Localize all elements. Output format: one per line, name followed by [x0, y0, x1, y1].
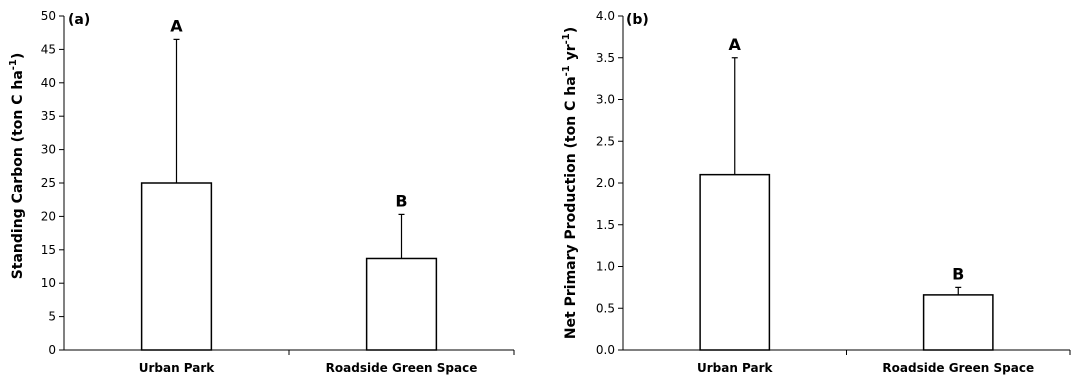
- y-tick-label-b: 2.5: [596, 134, 615, 148]
- y-tick-label-a: 25: [41, 176, 56, 190]
- bar-b: [699, 173, 771, 351]
- y-tick-label-a: 35: [41, 109, 56, 123]
- y-tick-label-a: 10: [41, 276, 56, 290]
- chart-a-svg: (a) Standing Carbon (ton C ha-1) 0 5 10 15 2…: [8, 9, 515, 375]
- y-tick-label-a: 50: [41, 9, 56, 23]
- panel-label-b: (b): [626, 12, 649, 28]
- y-tick-label-b: 3.0: [596, 93, 615, 107]
- y-tick-label-b: 0.0: [596, 343, 615, 357]
- significance-letter-b: B: [952, 264, 964, 283]
- x-category-label-b: Roadside Green Space: [882, 361, 1034, 375]
- y-tick-label-a: 5: [48, 310, 56, 324]
- bar-b: [922, 294, 994, 351]
- y-tick-label-b: 3.5: [596, 51, 615, 65]
- y-tick-label-a: 0: [48, 343, 56, 357]
- bar-a: [140, 182, 213, 351]
- chart-panel-b: (b) Net Primary Production (ton C ha-1 y…: [540, 0, 1073, 380]
- x-category-label-b: Urban Park: [697, 361, 774, 375]
- y-tick-label-a: 40: [41, 76, 56, 90]
- y-tick-label-b: 0.5: [596, 301, 615, 315]
- y-tick-label-b: 2.0: [596, 176, 615, 190]
- y-tick-label-a: 20: [41, 209, 56, 223]
- y-axis-label-b: Net Primary Production (ton C ha-1 yr-1): [561, 27, 579, 339]
- y-axis-label-a: Standing Carbon (ton C ha-1): [8, 53, 26, 280]
- significance-letter-a: A: [170, 16, 183, 35]
- y-tick-label-a: 45: [41, 42, 56, 56]
- bar-a: [365, 257, 438, 351]
- significance-letter-b: A: [729, 35, 742, 54]
- x-category-label-a: Roadside Green Space: [326, 361, 478, 375]
- chart-b-svg: (b) Net Primary Production (ton C ha-1 y…: [561, 9, 1071, 375]
- y-tick-label-a: 15: [41, 243, 56, 257]
- y-tick-label-a: 30: [41, 143, 56, 157]
- significance-letter-a: B: [395, 191, 407, 210]
- y-tick-label-b: 1.0: [596, 260, 615, 274]
- x-category-label-a: Urban Park: [139, 361, 216, 375]
- y-tick-label-b: 4.0: [596, 9, 615, 23]
- y-tick-label-b: 1.5: [596, 218, 615, 232]
- chart-panel-a: (a) Standing Carbon (ton C ha-1) 0 5 10 15 2…: [8, 9, 515, 375]
- panel-label-a: (a): [68, 12, 90, 28]
